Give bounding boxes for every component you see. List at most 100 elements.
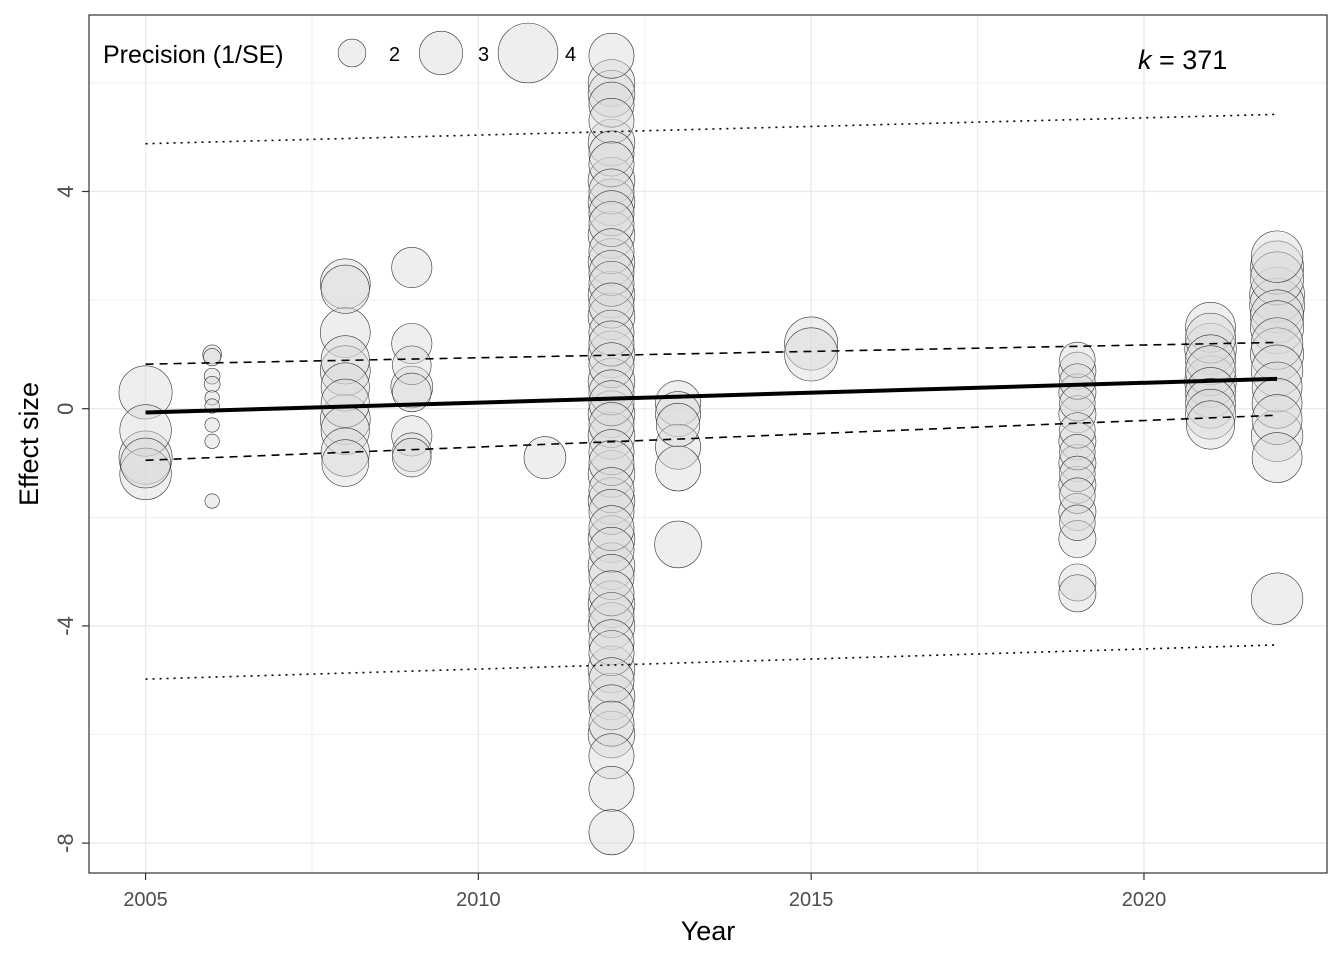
data-point (588, 684, 635, 731)
data-point (588, 250, 635, 296)
data-point (203, 376, 221, 393)
data-point (203, 348, 222, 367)
data-point (588, 592, 635, 638)
data-point (588, 130, 635, 177)
axes: 2005 2010 2015 2020 -8 -4 0 4 (53, 185, 1166, 911)
legend-key-circle (418, 30, 464, 76)
data-point (588, 282, 635, 329)
data-point (1250, 300, 1304, 355)
data-point (587, 542, 636, 590)
lines-layer (145, 113, 1278, 680)
data-point (523, 436, 567, 479)
data-point (587, 178, 636, 227)
data-point (1058, 444, 1097, 482)
data-point (319, 307, 371, 358)
data-point (1058, 422, 1097, 461)
data-point (1251, 377, 1303, 429)
data-point (1185, 388, 1236, 440)
data-point (1250, 289, 1304, 344)
data-point (321, 439, 369, 487)
data-point (1059, 455, 1096, 492)
data-point (1184, 322, 1237, 376)
data-point (587, 580, 636, 628)
data-point (587, 645, 636, 694)
data-point (319, 258, 371, 310)
data-point (587, 70, 636, 118)
data-point (588, 81, 635, 128)
data-point (319, 345, 371, 396)
x-tick-label: 2005 (123, 889, 168, 911)
data-point (587, 292, 636, 341)
data-point (1186, 400, 1235, 450)
data-point (320, 362, 370, 412)
k-annotation: k = 371 (1138, 45, 1227, 75)
data-point (588, 467, 635, 514)
data-point (1250, 230, 1304, 283)
k-annotation-symbol: k (1138, 45, 1153, 75)
data-point (588, 765, 635, 812)
data-point (588, 32, 635, 79)
data-point (1059, 363, 1096, 400)
data-point (588, 809, 635, 856)
legend-key-circle (337, 38, 367, 68)
data-point (587, 357, 636, 406)
data-point (588, 657, 635, 704)
data-point (1058, 520, 1097, 558)
data-point (118, 365, 173, 420)
ci-upper-line (145, 341, 1278, 365)
data-point (1250, 572, 1304, 625)
data-point (1250, 327, 1304, 382)
data-point (392, 372, 432, 413)
data-point (587, 238, 636, 286)
data-point (1058, 492, 1097, 531)
data-point (588, 98, 635, 144)
data-point (1185, 377, 1236, 429)
data-point (784, 327, 839, 382)
data-point (1059, 412, 1096, 449)
data-point (588, 342, 635, 389)
data-point (391, 323, 433, 365)
data-point (587, 710, 636, 759)
data-point (587, 672, 636, 721)
data-point (204, 433, 220, 449)
data-point (587, 515, 636, 563)
data-point (204, 417, 220, 433)
data-point (588, 402, 635, 448)
data-point (588, 733, 635, 780)
data-point (588, 440, 635, 486)
grid (89, 15, 1327, 873)
data-point (392, 437, 432, 478)
data-point (1059, 504, 1096, 541)
data-point (588, 168, 635, 215)
data-point (587, 412, 636, 460)
data-point (587, 602, 636, 650)
data-point (1249, 277, 1305, 334)
data-point (120, 437, 171, 489)
data-point (655, 391, 701, 437)
data-point (588, 141, 635, 188)
data-point (588, 228, 635, 275)
data-point (587, 330, 636, 379)
data-point (119, 447, 172, 500)
y-tick-label: 4 (53, 185, 78, 197)
fit-line (145, 376, 1278, 415)
x-tick-label: 2020 (1122, 889, 1167, 911)
data-point (588, 380, 635, 427)
data-point (1059, 434, 1096, 471)
data-point (204, 390, 220, 406)
data-point (587, 59, 636, 107)
data-point (1251, 361, 1303, 413)
data-point (1059, 341, 1096, 378)
data-point (588, 700, 635, 747)
data-point (1250, 409, 1304, 462)
y-axis-label: Effect size (14, 382, 44, 506)
data-point (587, 450, 636, 498)
legend-key-circle (497, 22, 559, 84)
data-point (1058, 351, 1097, 390)
data-point (588, 554, 635, 600)
data-point (588, 505, 635, 552)
data-point (119, 404, 172, 457)
data-point (391, 415, 433, 457)
